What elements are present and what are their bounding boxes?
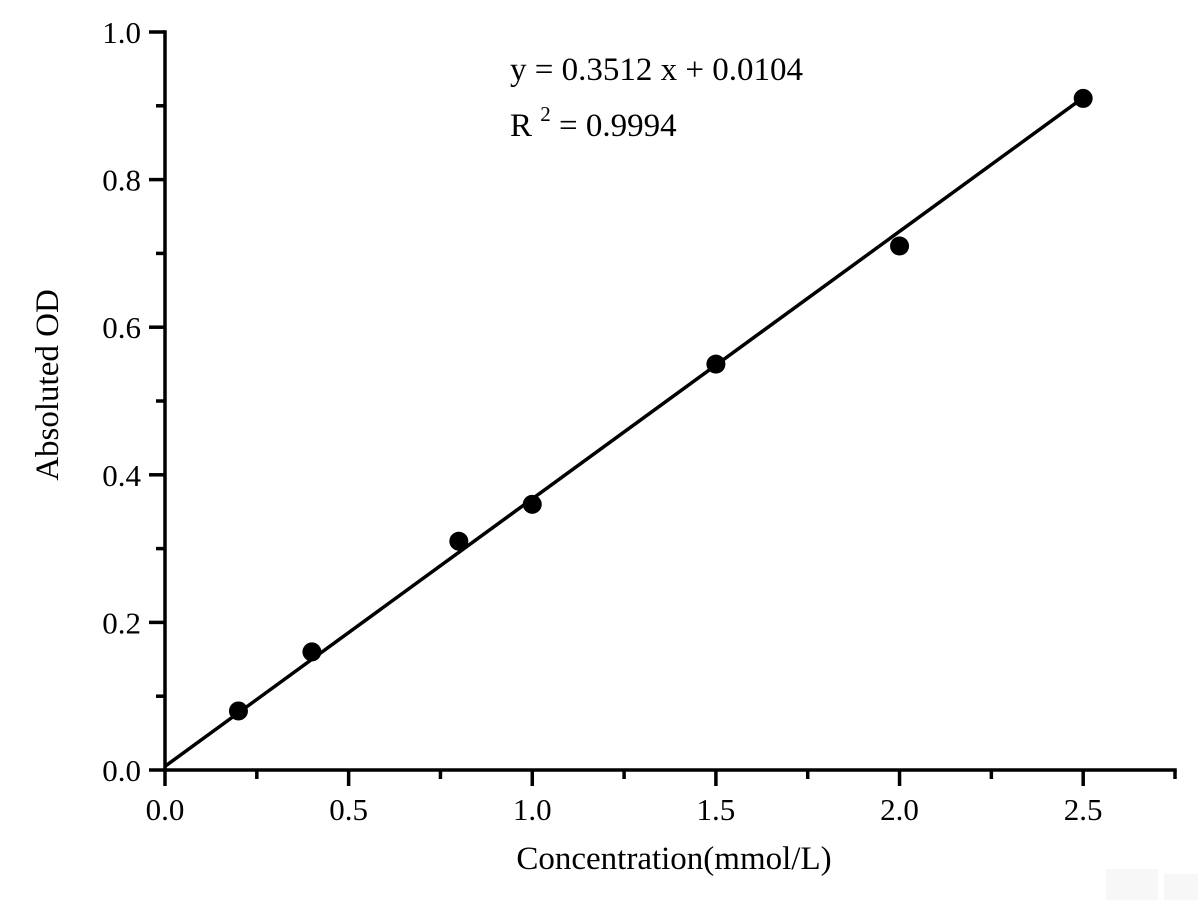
y-tick-label: 0.8 [102, 163, 141, 198]
data-point [706, 354, 726, 374]
data-point [1073, 88, 1093, 108]
watermark-block [1106, 869, 1158, 900]
y-tick-label: 1.0 [102, 15, 141, 50]
x-axis-title: Concentration(mmol/L) [516, 841, 831, 877]
x-tick-label: 1.0 [513, 792, 552, 827]
y-tick-label: 0.6 [102, 310, 141, 345]
r-squared-superscript: 2 [540, 102, 551, 126]
x-tick-label: 0.0 [146, 792, 185, 827]
data-point [522, 494, 542, 514]
equation-text: y = 0.3512 x + 0.0104 [510, 52, 803, 88]
fit-line [163, 96, 1085, 768]
y-axis-title: Absoluted OD [30, 289, 66, 481]
x-tick-label: 2.0 [880, 792, 919, 827]
data-point [449, 531, 469, 551]
y-tick-label: 0.4 [102, 458, 141, 493]
data-point [890, 236, 910, 256]
r-squared-text: R 2 = 0.9994 [510, 93, 677, 144]
watermark [1106, 869, 1198, 900]
axis-lines [163, 30, 1177, 772]
r-squared-value: = 0.9994 [559, 108, 677, 144]
y-tick-label: 0.2 [102, 605, 141, 640]
x-tick-label: 1.5 [697, 792, 736, 827]
x-tick-label: 0.5 [329, 792, 368, 827]
data-point [228, 701, 248, 721]
watermark-block [1164, 874, 1198, 900]
y-tick-label: 0.0 [102, 753, 141, 788]
x-tick-label: 2.5 [1064, 792, 1103, 827]
data-point [302, 642, 322, 662]
r-squared-base: R [510, 108, 532, 144]
